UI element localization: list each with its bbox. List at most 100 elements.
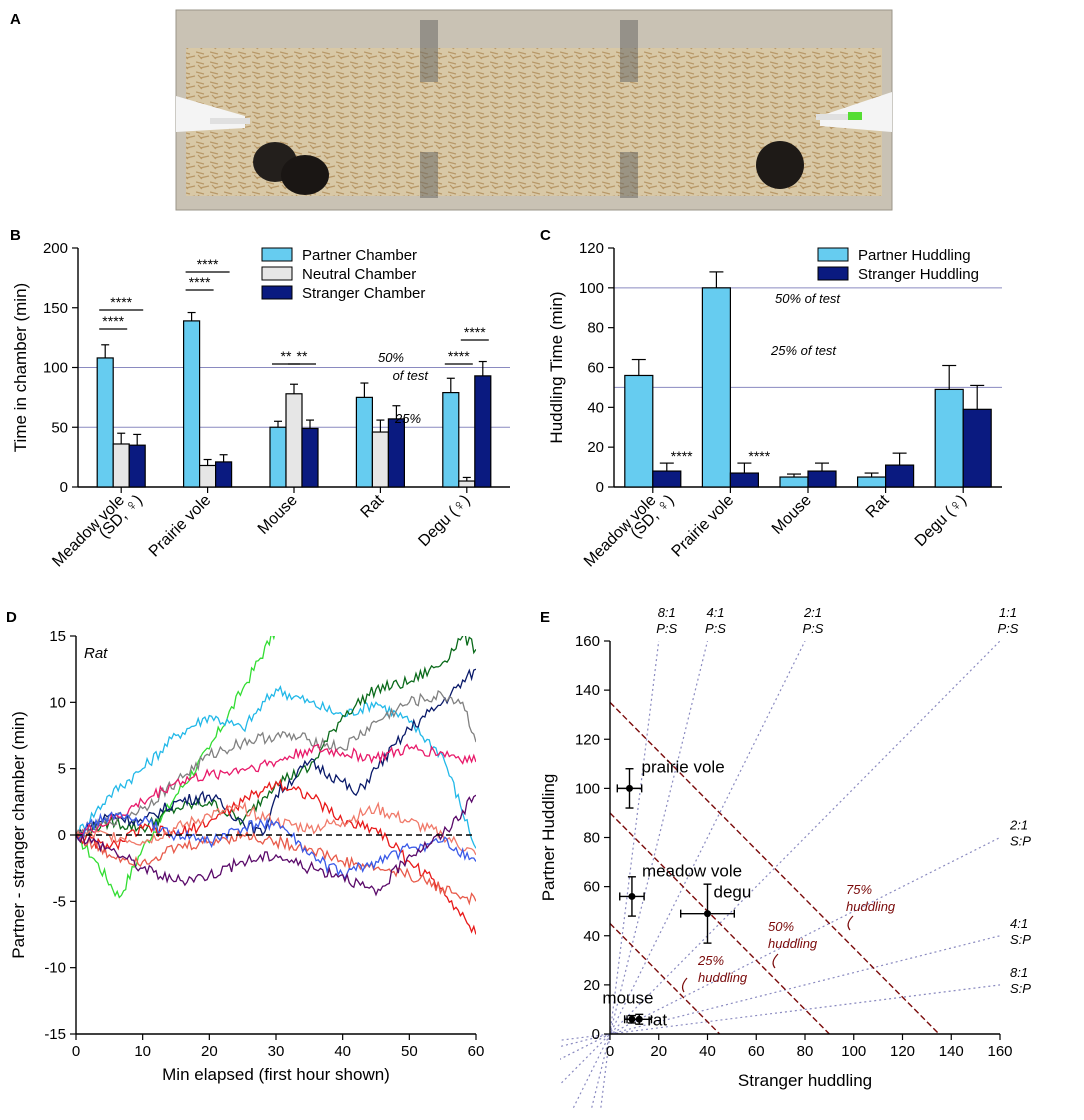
y-tick-label: 0 <box>596 479 604 496</box>
ratio-label: 8:1 <box>1010 965 1028 980</box>
y-tick-label: 80 <box>583 830 600 847</box>
panel-label-a: A <box>10 11 21 28</box>
bar <box>183 320 201 488</box>
y-tick-label: 150 <box>43 300 68 317</box>
y-tick-label: 40 <box>587 399 604 416</box>
bar <box>701 287 732 488</box>
significance-label: **** <box>110 294 132 310</box>
percent-callout <box>681 977 688 993</box>
bar <box>269 426 287 488</box>
x-tick-label: 60 <box>748 1043 765 1060</box>
y-tick-label: 40 <box>583 928 600 945</box>
bar <box>96 357 114 488</box>
trace-line <box>76 794 476 897</box>
data-point <box>628 892 636 900</box>
panel-label-c: C <box>540 227 551 244</box>
percent-huddling-line <box>609 701 940 1035</box>
y-tick-label: 120 <box>579 240 604 257</box>
trace-line <box>76 668 476 839</box>
significance-label: **** <box>189 274 211 290</box>
y-tick-label: -10 <box>44 960 66 977</box>
reference-label: 50% <box>378 350 404 365</box>
percent-label: 75% <box>846 882 872 897</box>
legend-swatch <box>261 247 293 262</box>
y-tick-label: 50 <box>51 419 68 436</box>
x-tick-label: 120 <box>890 1043 915 1060</box>
ratio-line <box>560 641 1001 1086</box>
bar <box>652 470 682 488</box>
point-label: mouse <box>602 988 653 1007</box>
bar <box>387 418 405 488</box>
category-label: Degu (♀) <box>912 492 970 550</box>
ratio-label: 4:1 <box>706 605 724 620</box>
percent-label: 50% <box>768 919 794 934</box>
trace-line <box>76 636 276 899</box>
x-tick-label: 20 <box>650 1043 667 1060</box>
bar <box>199 464 217 488</box>
ratio-line <box>572 641 806 1108</box>
bar <box>962 408 992 488</box>
point-label: prairie vole <box>642 757 725 776</box>
significance-label: **** <box>464 324 486 340</box>
category-label: Prairie vole <box>669 492 738 561</box>
category-label: Prairie vole <box>146 492 215 561</box>
ratio-label: P:S <box>998 621 1019 636</box>
bar <box>474 375 492 488</box>
trace-line <box>76 685 476 849</box>
legend-label: Neutral Chamber <box>302 266 416 283</box>
percent-label: huddling <box>698 970 748 985</box>
ratio-line <box>560 836 1001 1060</box>
reference-label: 25% of test <box>770 343 837 358</box>
y-tick-label: 20 <box>587 439 604 456</box>
significance-label: **** <box>197 256 219 272</box>
x-axis-label: Min elapsed (first hour shown) <box>162 1065 390 1084</box>
y-tick-label: 160 <box>575 633 600 650</box>
trace-line <box>76 690 476 839</box>
data-point <box>704 910 711 918</box>
ratio-line <box>600 641 660 1108</box>
y-tick-label: 0 <box>58 827 66 844</box>
panel-a: A <box>10 9 893 211</box>
point-label: rat <box>647 1010 667 1029</box>
legend-swatch <box>261 285 293 300</box>
significance-label: **** <box>671 448 693 464</box>
data-point <box>635 1015 643 1023</box>
percent-label: 25% <box>697 953 724 968</box>
significance-label: ** <box>297 348 308 364</box>
ratio-label: 1:1 <box>999 605 1017 620</box>
ratio-label: P:S <box>656 621 677 636</box>
percent-huddling-line <box>609 812 830 1035</box>
reference-label: of test <box>393 368 430 383</box>
ratio-label: S:P <box>1010 834 1031 849</box>
arena-photo-icon <box>175 9 893 211</box>
y-tick-label: 100 <box>43 360 68 377</box>
category-label: Mouse <box>255 492 301 538</box>
panel-annotation: Rat <box>84 645 108 662</box>
bar <box>934 388 964 488</box>
legend-label: Stranger Chamber <box>302 285 425 302</box>
x-tick-label: 80 <box>797 1043 814 1060</box>
y-tick-label: 60 <box>583 879 600 896</box>
significance-label: **** <box>748 448 770 464</box>
bar <box>355 396 373 488</box>
percent-callout <box>847 915 854 931</box>
bar <box>884 464 915 488</box>
percent-huddling-line <box>609 922 721 1035</box>
ratio-label: 4:1 <box>1010 916 1028 931</box>
y-tick-label: 100 <box>579 280 604 297</box>
point-label: degu <box>714 883 752 902</box>
y-tick-label: 60 <box>587 360 604 377</box>
ratio-label: P:S <box>705 621 726 636</box>
y-tick-label: 15 <box>49 628 66 645</box>
y-tick-label: 0 <box>60 479 68 496</box>
legend-label: Stranger Huddling <box>858 266 979 283</box>
y-tick-label: 20 <box>583 977 600 994</box>
ratio-label: 2:1 <box>1009 818 1028 833</box>
y-axis-label: Partner Huddling <box>539 774 558 902</box>
y-tick-label: 5 <box>58 761 66 778</box>
y-tick-label: -5 <box>53 893 66 910</box>
bar <box>779 476 809 488</box>
